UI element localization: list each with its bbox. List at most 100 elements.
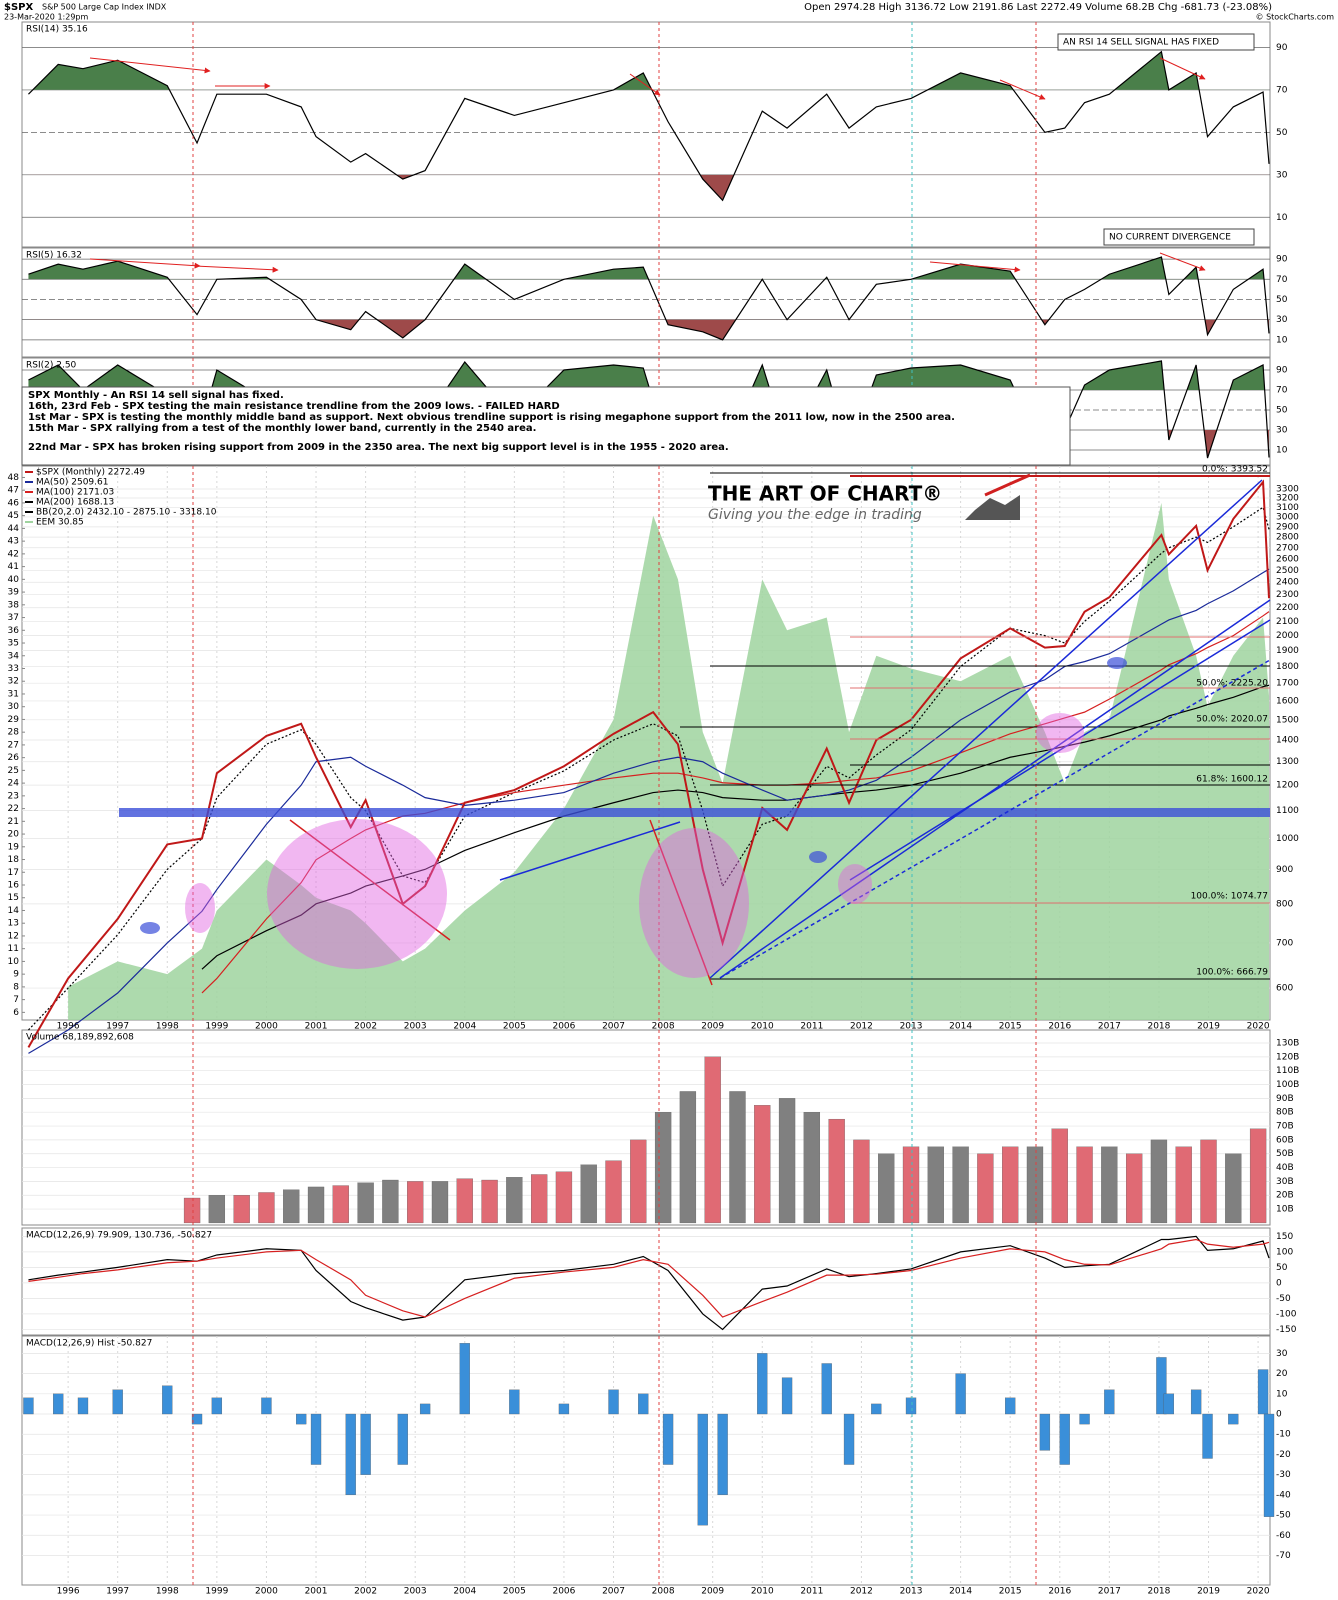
logo-title: THE ART OF CHART® [708, 482, 942, 506]
fib-label: 100.0%: 1074.77 [1191, 892, 1268, 902]
bar [357, 1182, 374, 1224]
y-tick-label: 50B [1276, 1149, 1294, 1159]
y2-tick-label: 16 [8, 881, 20, 891]
highlight [838, 864, 872, 904]
x-tick-label: 2017 [1098, 1587, 1121, 1597]
x-tick-label: 2005 [503, 1022, 526, 1032]
divergence-arrow [1159, 57, 1206, 80]
bar [955, 1373, 966, 1415]
x-tick-label: 1997 [106, 1587, 129, 1597]
y2-tick-label: 39 [8, 588, 20, 598]
fib-label: 50.0%: 2020.07 [1196, 715, 1268, 725]
x-tick-label: 2020 [1247, 1022, 1270, 1032]
marker [1107, 657, 1127, 669]
area [68, 502, 1270, 1020]
y2-tick-label: 40 [8, 575, 20, 585]
bar [905, 1397, 917, 1415]
logo-tagline: Giving you the edge in trading [708, 507, 922, 523]
x-tick-label: 1997 [106, 1022, 129, 1032]
x-tick-label: 2008 [652, 1587, 675, 1597]
marker [809, 851, 827, 863]
y-tick-label: 1900 [1276, 646, 1299, 656]
y-tick-label: 80B [1276, 1108, 1294, 1118]
y-tick-label: 3200 [1276, 494, 1299, 504]
line [28, 256, 1270, 341]
y-tick-label: 800 [1276, 899, 1293, 909]
y-tick-label: 2300 [1276, 590, 1299, 600]
x-tick-label: 2018 [1147, 1022, 1170, 1032]
symbol: $SPX [4, 2, 33, 13]
above-fill [28, 257, 1270, 280]
x-tick-label: 2019 [1197, 1022, 1220, 1032]
y-tick-label: 90 [1276, 366, 1288, 376]
y-tick-label: 40B [1276, 1163, 1294, 1173]
y-tick-label: 1000 [1276, 834, 1299, 844]
y2-tick-label: 18 [8, 855, 20, 865]
y2-tick-label: 37 [8, 613, 19, 623]
bar [1156, 1357, 1167, 1415]
bar [1225, 1153, 1242, 1224]
y-tick-label: 130B [1276, 1039, 1299, 1049]
y-tick-label: 50 [1276, 1263, 1288, 1273]
y-tick-label: -100 [1276, 1309, 1297, 1319]
x-tick-label: 1999 [205, 1022, 228, 1032]
bar [211, 1397, 223, 1415]
y2-tick-label: 42 [8, 549, 19, 559]
y2-tick-label: 20 [8, 830, 20, 840]
trendline [719, 659, 1271, 979]
y2-tick-label: 23 [8, 791, 19, 801]
y-tick-label: 2500 [1276, 566, 1299, 576]
panel-title: RSI(2) 2.50 [26, 361, 77, 371]
y2-tick-label: 25 [8, 766, 19, 776]
y-tick-label: 150 [1276, 1232, 1293, 1242]
fib-label: 61.8%: 1600.12 [1196, 775, 1268, 785]
bar [1079, 1413, 1090, 1425]
bar [481, 1179, 498, 1224]
x-tick-label: 2015 [999, 1022, 1022, 1032]
y-tick-label: 1800 [1276, 662, 1299, 672]
y-tick-label: -50 [1276, 1511, 1291, 1521]
trendline [649, 819, 713, 986]
bar [638, 1393, 649, 1415]
divergence-arrow [89, 258, 201, 269]
bar [1190, 1389, 1202, 1415]
x-tick-label: 2010 [751, 1022, 774, 1032]
y2-tick-label: 31 [8, 689, 19, 699]
highlight [267, 819, 447, 969]
annotation: NO CURRENT DIVERGENCE [1109, 233, 1231, 243]
bar [1228, 1413, 1239, 1425]
below-fill [316, 319, 1270, 340]
y2-tick-label: 41 [8, 562, 19, 572]
y-tick-label: -10 [1276, 1430, 1291, 1440]
bar [1076, 1146, 1093, 1224]
bar [459, 1343, 470, 1415]
line [27, 479, 1271, 1048]
divergence-arrow [89, 57, 211, 74]
trendline [499, 821, 681, 881]
y2-tick-label: 21 [8, 817, 19, 827]
panel-title: Volume 68,189,892,608 [26, 1033, 134, 1043]
panel [21, 1227, 1271, 1336]
y-tick-label: 50 [1276, 406, 1288, 416]
legend-label: BB(20,2.0) 2432.10 - 2875.10 - 3318.10 [36, 508, 217, 518]
panel-title: MACD(12,26,9) 79.909, 130.736, -50.827 [26, 1231, 212, 1241]
x-tick-label: 2013 [900, 1587, 923, 1597]
x-tick-label: 1996 [57, 1587, 80, 1597]
fib-label: 50.0%: 2225.20 [1196, 679, 1268, 689]
bar [717, 1413, 728, 1496]
y2-tick-label: 38 [8, 600, 20, 610]
bar [310, 1413, 322, 1465]
x-tick-label: 2003 [404, 1587, 427, 1597]
bar [605, 1160, 622, 1224]
y-tick-label: 0 [1276, 1410, 1282, 1420]
y-tick-label: 100B [1276, 1080, 1299, 1090]
trendline [289, 819, 451, 941]
y2-tick-label: 29 [8, 715, 20, 725]
y-tick-label: -20 [1276, 1450, 1291, 1460]
x-tick-label: 2001 [305, 1022, 328, 1032]
x-tick-label: 2005 [503, 1587, 526, 1597]
above-fill [28, 51, 1270, 90]
bar [729, 1091, 746, 1224]
y-tick-label: 3300 [1276, 485, 1299, 495]
